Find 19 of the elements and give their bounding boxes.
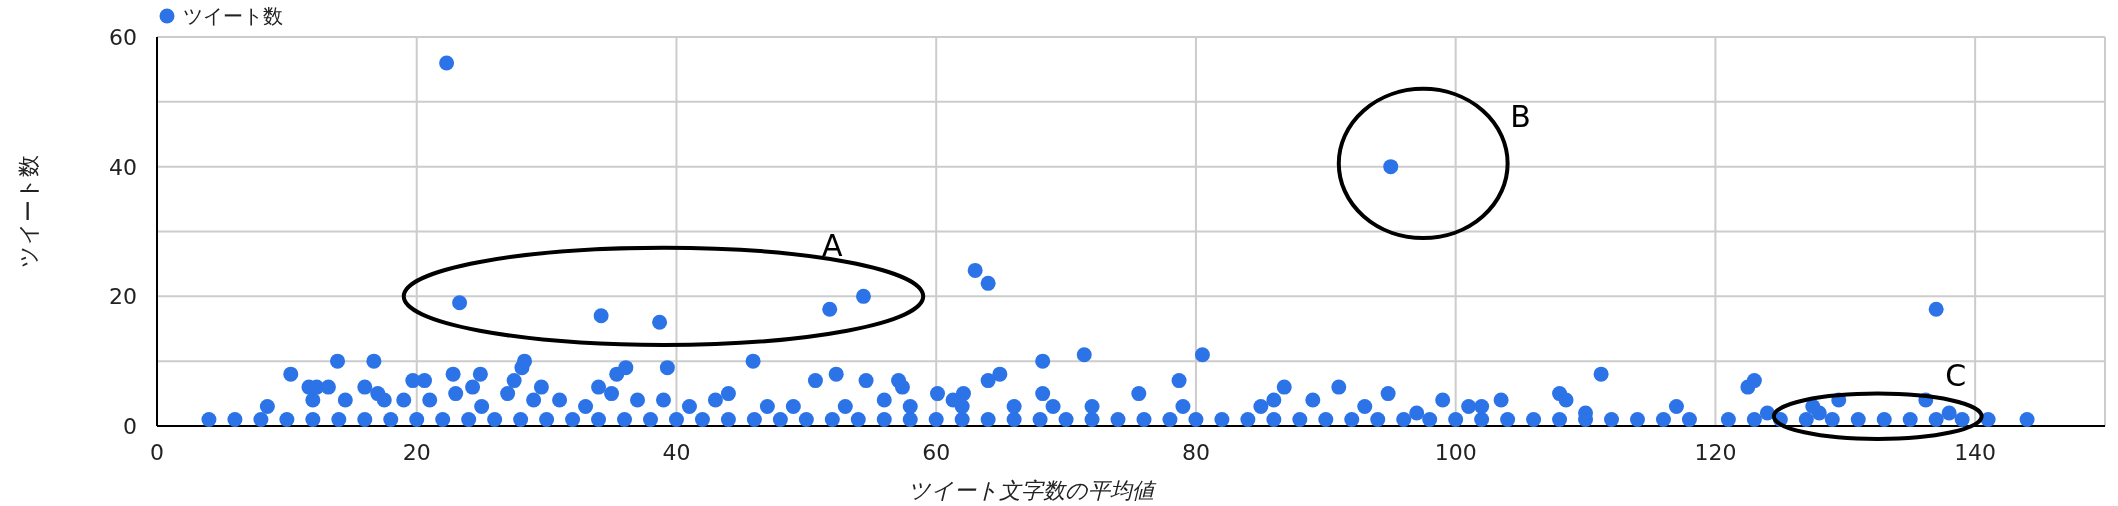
- x-axis-title: ツイート文字数の平均値: [908, 478, 1157, 503]
- x-tick-label: 20: [402, 440, 431, 465]
- legend-label: ツイート数: [183, 4, 283, 28]
- x-tick-label: 120: [1694, 440, 1737, 465]
- y-axis-title: ツイート数: [16, 155, 41, 268]
- y-tick-label: 0: [123, 414, 137, 439]
- annotation: B: [1510, 98, 1531, 134]
- x-tick-label: 100: [1434, 440, 1477, 465]
- x-tick-label: 140: [1954, 440, 1997, 465]
- x-tick-label: 60: [922, 440, 951, 465]
- x-tick-label: 40: [662, 440, 691, 465]
- annotation: A: [822, 228, 844, 264]
- y-tick-label: 60: [109, 25, 137, 50]
- y-tick-label: 20: [109, 284, 137, 310]
- legend: ツイート数: [159, 4, 283, 28]
- annotation: C: [1945, 358, 1967, 394]
- x-tick-label: 0: [150, 440, 164, 465]
- y-tick-label: 40: [109, 154, 137, 180]
- x-tick-label: 80: [1181, 440, 1210, 465]
